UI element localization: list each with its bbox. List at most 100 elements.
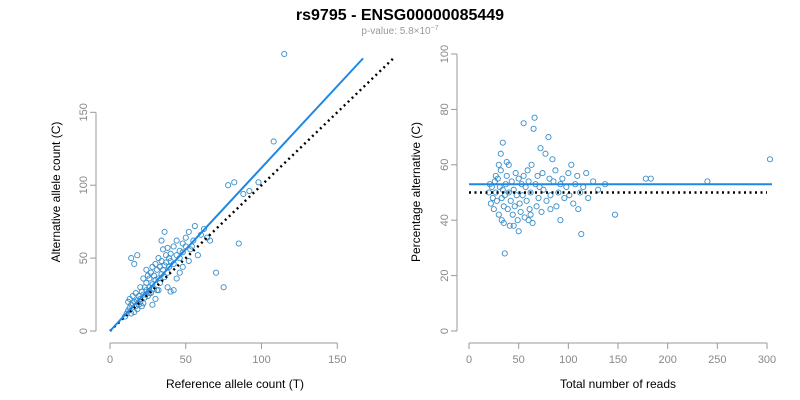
data-point (137, 284, 144, 291)
data-point (642, 175, 649, 182)
data-point (173, 275, 180, 282)
data-point (500, 219, 507, 227)
data-point (220, 284, 227, 291)
data-point (529, 219, 536, 227)
x-tick-label: 0 (466, 354, 472, 366)
data-point (561, 194, 568, 202)
data-point (547, 192, 554, 199)
data-point (504, 206, 511, 213)
y-axis-label: Alternative allele count (C) (49, 122, 63, 263)
data-point (514, 217, 521, 224)
data-point (519, 192, 526, 199)
data-point (143, 279, 150, 286)
data-point (526, 206, 533, 213)
data-point (497, 167, 504, 174)
data-point (549, 156, 556, 163)
data-point (213, 269, 220, 276)
data-point (546, 175, 553, 182)
data-point (517, 208, 524, 215)
data-point (493, 197, 500, 204)
data-point (531, 114, 538, 121)
data-point (510, 222, 517, 229)
x-tick-label: 50 (180, 354, 192, 366)
y-tick-label: 0 (78, 328, 90, 334)
data-point (547, 206, 554, 213)
data-point (570, 200, 577, 207)
data-point (543, 197, 550, 204)
data-point (149, 301, 156, 308)
data-point (173, 237, 180, 244)
data-point (176, 247, 183, 254)
data-point (164, 244, 171, 251)
data-point (131, 260, 138, 267)
p-value-subtitle: p-value: 5.8×10−7 (361, 25, 438, 37)
data-point (187, 246, 194, 253)
y-tick-label: 100 (439, 45, 451, 63)
data-point (545, 134, 552, 141)
data-point (170, 243, 177, 250)
data-point (516, 200, 523, 207)
data-point (191, 222, 198, 230)
data-point (511, 203, 518, 210)
data-point (164, 284, 171, 291)
data-point (505, 189, 512, 196)
data-point (281, 50, 288, 58)
fit-line (109, 57, 364, 332)
data-point (255, 179, 262, 186)
y-tick-label: 80 (439, 103, 451, 115)
data-point (509, 211, 516, 218)
x-tick-label: 300 (758, 354, 776, 366)
data-point (538, 208, 545, 215)
y-tick-label: 150 (78, 103, 90, 121)
data-point (182, 234, 189, 241)
data-point (647, 175, 654, 182)
data-point (513, 192, 520, 199)
data-point (553, 203, 560, 210)
chart-title: rs9795 - ENSG00000085449 (296, 7, 504, 24)
data-point (515, 228, 522, 235)
data-point (565, 170, 572, 177)
data-point (527, 211, 534, 218)
data-point (200, 225, 207, 232)
p-value-text: p-value: 5.8×10 (361, 26, 431, 37)
data-point (176, 269, 183, 276)
data-point (568, 161, 575, 168)
x-tick-label: 100 (559, 354, 577, 366)
data-point (501, 250, 508, 257)
data-point (185, 257, 192, 265)
data-point (520, 120, 527, 127)
data-point (506, 222, 513, 229)
x-tick-label: 200 (658, 354, 676, 366)
x-tick-label: 0 (107, 354, 113, 366)
y-tick-label: 0 (439, 328, 451, 334)
data-point (537, 145, 544, 152)
data-point (225, 182, 232, 189)
data-point (246, 187, 253, 195)
data-point (143, 266, 150, 273)
data-point (155, 255, 162, 262)
data-point (185, 228, 192, 235)
y-tick-label: 60 (439, 159, 451, 171)
data-point (497, 150, 504, 157)
data-point (128, 255, 135, 262)
data-point (490, 206, 497, 213)
p-value-exponent: −7 (431, 25, 439, 32)
data-point (577, 189, 584, 196)
data-point (129, 292, 136, 300)
data-point (555, 189, 562, 196)
data-point (146, 275, 153, 282)
data-point (525, 217, 532, 224)
data-point (505, 161, 512, 168)
data-point (194, 252, 201, 259)
data-point (167, 288, 174, 295)
data-point (495, 211, 502, 218)
data-point (235, 240, 242, 247)
data-point (146, 290, 153, 297)
data-point (161, 228, 168, 235)
data-point (167, 250, 174, 257)
data-point (158, 237, 165, 244)
y-tick-label: 20 (439, 269, 451, 281)
reference-line (109, 57, 395, 332)
data-point (492, 172, 499, 179)
